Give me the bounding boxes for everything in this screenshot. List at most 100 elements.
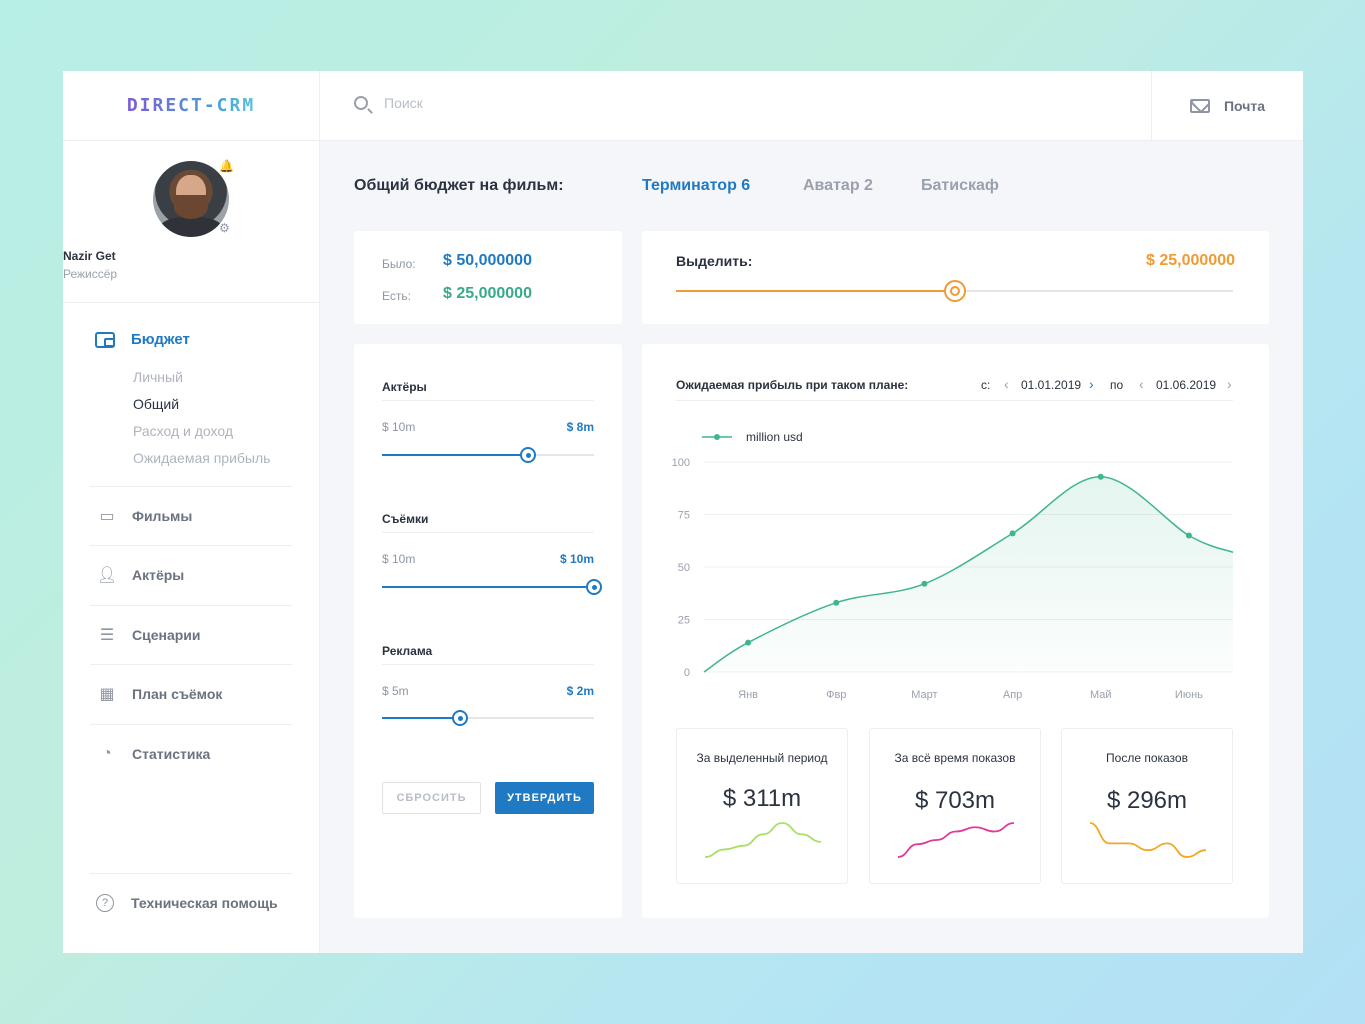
was-label: Было: bbox=[382, 257, 416, 271]
sparkline-path bbox=[897, 822, 1015, 858]
slider-handle[interactable] bbox=[452, 710, 469, 726]
budget-card: Было: $ 50,000000 Есть: $ 25,000000 bbox=[354, 231, 622, 324]
profit-chart: 0 25 50 75 100 Янв Фвр Март Апр Май Июнь million us… bbox=[672, 430, 1234, 701]
tab-bathyscaphe[interactable]: Батискаф bbox=[921, 177, 999, 194]
allocate-label: Выделить: bbox=[676, 253, 753, 269]
category-title: Съёмки bbox=[382, 512, 429, 526]
stat-card-after: После показов $ 296m bbox=[1061, 728, 1233, 884]
category-value: $ 10m bbox=[559, 552, 594, 566]
sparkline-path bbox=[704, 822, 822, 858]
avatar[interactable] bbox=[153, 161, 229, 237]
chart-card: Ожидаемая прибыль при таком плане: с: ‹ … bbox=[642, 344, 1269, 918]
data-point bbox=[833, 599, 840, 606]
y-tick-label: 25 bbox=[678, 615, 690, 627]
category-title: Реклама bbox=[382, 644, 433, 658]
data-point bbox=[1185, 532, 1192, 539]
slider-handle[interactable] bbox=[520, 447, 537, 463]
x-tick-label: Фвр bbox=[826, 689, 846, 701]
main-content: Общий бюджет на фильм: Терминатор 6 Ават… bbox=[320, 141, 1303, 953]
search-input[interactable] bbox=[384, 95, 784, 111]
data-point bbox=[745, 639, 752, 646]
stat-value: $ 703m bbox=[914, 787, 996, 814]
category-slider-filming[interactable] bbox=[382, 579, 602, 595]
chevron-right-icon[interactable]: › bbox=[1227, 376, 1232, 392]
x-tick-label: Май bbox=[1090, 689, 1112, 701]
logo-box: DIRECT-CRM bbox=[63, 71, 319, 141]
confirm-button[interactable]: УТВЕРДИТЬ bbox=[495, 782, 594, 814]
bell-icon[interactable]: 🔔 bbox=[219, 159, 234, 173]
x-tick-label: Апр bbox=[1003, 689, 1022, 701]
allocate-slider-handle[interactable] bbox=[943, 280, 966, 302]
stat-title: За выделенный период bbox=[696, 751, 828, 765]
gear-icon[interactable]: ⚙ bbox=[219, 221, 230, 235]
sidebar-item-schedule[interactable]: ▦ План съёмок bbox=[90, 664, 292, 723]
category-slider-actors[interactable] bbox=[382, 447, 594, 463]
to-date[interactable]: 01.06.2019 bbox=[1156, 378, 1217, 392]
category-title: Актёры bbox=[382, 380, 427, 394]
app-window: DIRECT-CRM 🔔 ⚙ Nazir Get Режиссёр Бюджет… bbox=[63, 71, 1303, 953]
sidebar-subitem-expense-income[interactable]: Расход и доход bbox=[133, 423, 234, 439]
tab-avatar-2[interactable]: Аватар 2 bbox=[803, 177, 873, 194]
x-tick-label: Июнь bbox=[1175, 689, 1203, 701]
pie-chart-icon: ◔ bbox=[102, 745, 112, 762]
allocate-slider-fill bbox=[676, 290, 955, 292]
chart-title: Ожидаемая прибыль при таком плане: bbox=[676, 378, 909, 392]
wallet-icon bbox=[95, 331, 115, 348]
data-point bbox=[1009, 530, 1016, 537]
sidebar-item-films[interactable]: ▭ Фильмы bbox=[90, 486, 292, 545]
sparkline bbox=[897, 822, 1015, 858]
now-label: Есть: bbox=[382, 289, 411, 303]
category-value: $ 2m bbox=[566, 684, 594, 698]
x-tick-label: Янв bbox=[738, 689, 758, 701]
sparkline bbox=[1089, 822, 1207, 858]
sidebar-subitem-expected-profit[interactable]: Ожидаемая прибыль bbox=[133, 450, 271, 466]
stat-value: $ 311m bbox=[722, 785, 802, 812]
sidebar-item-statistics[interactable]: ◔ Статистика bbox=[90, 724, 292, 783]
category-min: $ 10m bbox=[382, 552, 416, 566]
sidebar-item-help[interactable]: ? Техническая помощь bbox=[90, 873, 292, 912]
category-min: $ 5m bbox=[382, 684, 409, 698]
sidebar: DIRECT-CRM 🔔 ⚙ Nazir Get Режиссёр Бюджет… bbox=[63, 71, 320, 953]
area-fill bbox=[704, 476, 1233, 672]
chevron-left-icon[interactable]: ‹ bbox=[1004, 376, 1009, 392]
chevron-right-icon[interactable]: › bbox=[1089, 376, 1094, 392]
slider-handle[interactable] bbox=[586, 579, 602, 595]
series-line bbox=[703, 475, 1234, 673]
question-icon: ? bbox=[96, 894, 114, 912]
stat-card-period: За выделенный период $ 311m bbox=[676, 728, 848, 884]
reset-button[interactable]: СБРОСИТЬ bbox=[382, 782, 481, 814]
y-tick-label: 100 bbox=[672, 457, 690, 469]
stat-value: $ 296m bbox=[1106, 787, 1188, 814]
tab-terminator-6[interactable]: Терминатор 6 bbox=[642, 177, 751, 194]
topbar: Почта bbox=[320, 71, 1303, 141]
sidebar-item-budget[interactable]: Бюджет bbox=[95, 331, 190, 348]
video-camera-icon: ▭ bbox=[99, 508, 115, 525]
legend-label: million usd bbox=[746, 430, 803, 444]
chevron-left-icon[interactable]: ‹ bbox=[1139, 376, 1144, 392]
allocate-slider[interactable] bbox=[676, 280, 1233, 302]
category-slider-ads[interactable] bbox=[382, 710, 594, 726]
profile-name: Nazir Get bbox=[63, 249, 116, 263]
inbox-icon: ☰ bbox=[99, 627, 115, 644]
y-tick-label: 0 bbox=[684, 667, 690, 679]
mail-button[interactable]: Почта bbox=[1151, 71, 1303, 141]
profile: 🔔 ⚙ bbox=[63, 141, 319, 303]
sidebar-item-actors[interactable]: 👤︎ Актёры bbox=[90, 545, 292, 604]
sidebar-subitem-personal[interactable]: Личный bbox=[133, 369, 183, 385]
now-value: $ 25,000000 bbox=[443, 285, 532, 302]
calendar-icon: ▦ bbox=[99, 686, 115, 703]
stat-title: После показов bbox=[1106, 751, 1188, 765]
logo[interactable]: DIRECT-CRM bbox=[126, 95, 256, 116]
from-date[interactable]: 01.01.2019 bbox=[1021, 378, 1082, 392]
legend-marker bbox=[714, 434, 720, 440]
profile-role: Режиссёр bbox=[63, 267, 118, 281]
search-icon bbox=[354, 96, 368, 110]
sidebar-subitem-general[interactable]: Общий bbox=[133, 396, 180, 412]
sparkline-path bbox=[1089, 822, 1207, 858]
allocate-value: $ 25,000000 bbox=[1146, 252, 1235, 269]
stat-card-all-time: За всё время показов $ 703m bbox=[869, 728, 1041, 884]
allocate-card: Выделить: $ 25,000000 bbox=[642, 231, 1269, 324]
y-tick-label: 50 bbox=[678, 562, 690, 574]
to-label: по bbox=[1110, 378, 1124, 392]
sidebar-item-scripts[interactable]: ☰ Сценарии bbox=[90, 605, 292, 664]
